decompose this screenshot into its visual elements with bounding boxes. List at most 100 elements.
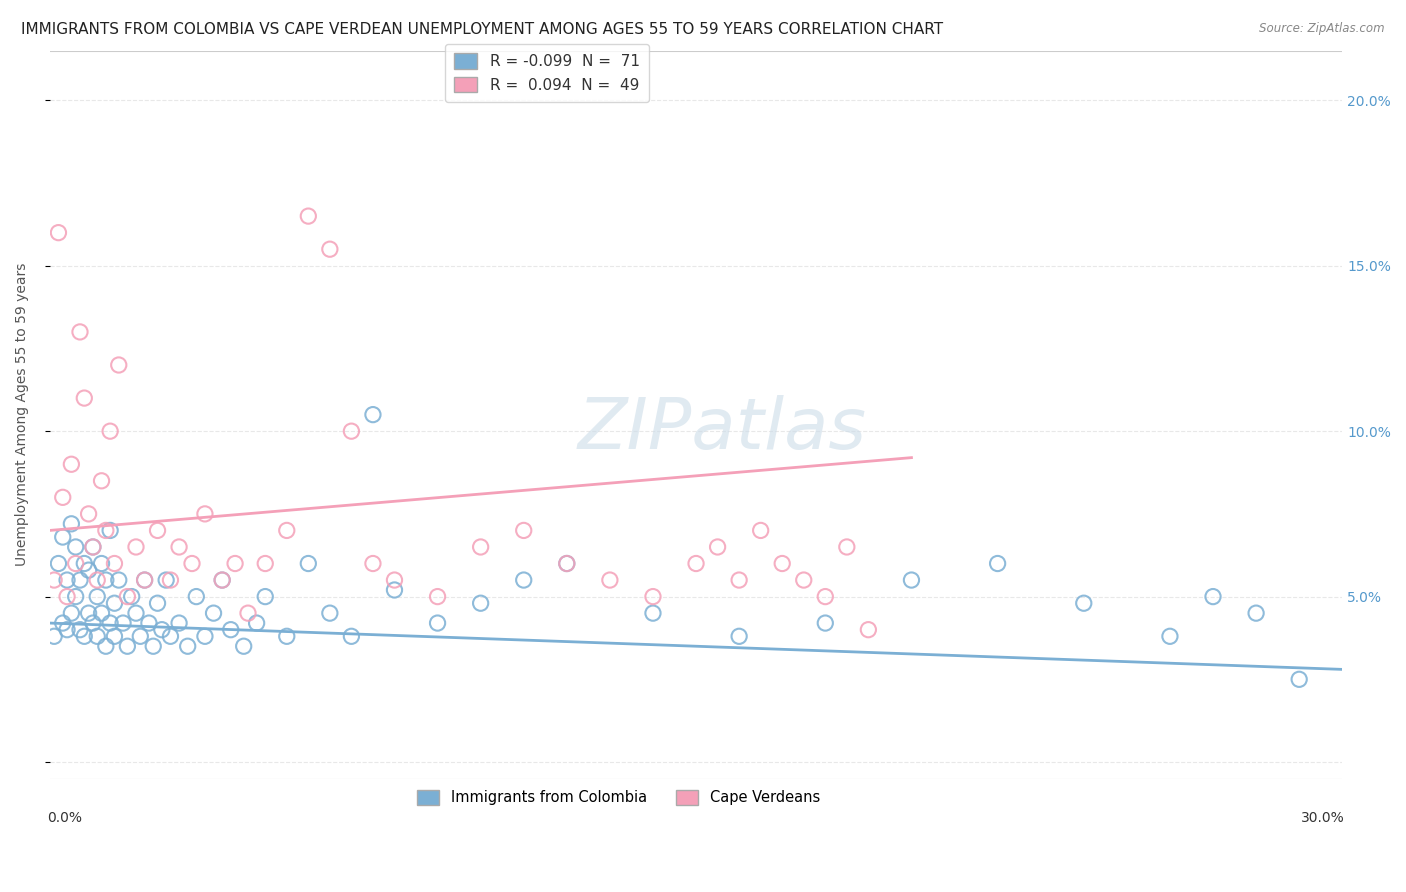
Point bbox=[121, 590, 143, 604]
Point bbox=[202, 606, 225, 620]
Point bbox=[117, 639, 139, 653]
Point bbox=[125, 540, 148, 554]
Point bbox=[706, 540, 728, 554]
Point bbox=[52, 491, 75, 505]
Point bbox=[146, 596, 169, 610]
Point bbox=[98, 616, 121, 631]
Point bbox=[194, 507, 217, 521]
Point bbox=[276, 629, 298, 643]
Point bbox=[52, 616, 75, 631]
Point bbox=[770, 557, 793, 571]
Point bbox=[73, 629, 96, 643]
Point bbox=[641, 590, 664, 604]
Point bbox=[86, 590, 108, 604]
Point bbox=[98, 424, 121, 438]
Point bbox=[858, 623, 880, 637]
Text: ZIPatlas: ZIPatlas bbox=[578, 394, 866, 464]
Point bbox=[60, 606, 83, 620]
Point bbox=[219, 623, 242, 637]
Point bbox=[728, 573, 751, 587]
Point bbox=[73, 391, 96, 405]
Point bbox=[155, 573, 177, 587]
Point bbox=[181, 557, 204, 571]
Point bbox=[749, 524, 772, 538]
Point bbox=[685, 557, 707, 571]
Point bbox=[56, 573, 79, 587]
Point bbox=[138, 616, 160, 631]
Point bbox=[793, 573, 815, 587]
Point bbox=[44, 573, 66, 587]
Point bbox=[641, 606, 664, 620]
Point bbox=[56, 590, 79, 604]
Point bbox=[186, 590, 208, 604]
Point bbox=[65, 590, 87, 604]
Point bbox=[384, 573, 406, 587]
Point bbox=[276, 524, 298, 538]
Point bbox=[69, 623, 91, 637]
Point bbox=[167, 616, 190, 631]
Point bbox=[254, 557, 277, 571]
Point bbox=[232, 639, 254, 653]
Point bbox=[194, 629, 217, 643]
Point bbox=[599, 573, 621, 587]
Point bbox=[69, 573, 91, 587]
Point bbox=[134, 573, 156, 587]
Point bbox=[1073, 596, 1095, 610]
Point bbox=[384, 582, 406, 597]
Point bbox=[129, 629, 152, 643]
Point bbox=[246, 616, 269, 631]
Point bbox=[159, 573, 181, 587]
Point bbox=[512, 573, 534, 587]
Point bbox=[73, 557, 96, 571]
Point bbox=[48, 226, 70, 240]
Point bbox=[103, 557, 125, 571]
Point bbox=[297, 209, 319, 223]
Text: IMMIGRANTS FROM COLOMBIA VS CAPE VERDEAN UNEMPLOYMENT AMONG AGES 55 TO 59 YEARS : IMMIGRANTS FROM COLOMBIA VS CAPE VERDEAN… bbox=[21, 22, 943, 37]
Point bbox=[60, 516, 83, 531]
Point bbox=[107, 573, 129, 587]
Point bbox=[90, 474, 112, 488]
Point bbox=[987, 557, 1010, 571]
Point bbox=[142, 639, 165, 653]
Point bbox=[117, 590, 139, 604]
Point bbox=[56, 623, 79, 637]
Legend: Immigrants from Colombia, Cape Verdeans: Immigrants from Colombia, Cape Verdeans bbox=[412, 784, 825, 812]
Text: 30.0%: 30.0% bbox=[1301, 812, 1346, 825]
Point bbox=[82, 540, 104, 554]
Point bbox=[52, 530, 75, 544]
Point bbox=[224, 557, 246, 571]
Point bbox=[98, 524, 121, 538]
Point bbox=[814, 590, 837, 604]
Point bbox=[150, 623, 173, 637]
Point bbox=[555, 557, 578, 571]
Point bbox=[90, 606, 112, 620]
Point bbox=[86, 629, 108, 643]
Point bbox=[297, 557, 319, 571]
Point bbox=[361, 408, 384, 422]
Point bbox=[69, 325, 91, 339]
Point bbox=[48, 557, 70, 571]
Point bbox=[125, 606, 148, 620]
Point bbox=[107, 358, 129, 372]
Text: 0.0%: 0.0% bbox=[48, 812, 82, 825]
Point bbox=[426, 590, 449, 604]
Point bbox=[211, 573, 233, 587]
Point bbox=[134, 573, 156, 587]
Text: Source: ZipAtlas.com: Source: ZipAtlas.com bbox=[1260, 22, 1385, 36]
Point bbox=[211, 573, 233, 587]
Point bbox=[340, 424, 363, 438]
Point bbox=[65, 540, 87, 554]
Point bbox=[159, 629, 181, 643]
Point bbox=[426, 616, 449, 631]
Point bbox=[82, 616, 104, 631]
Point bbox=[44, 629, 66, 643]
Point bbox=[94, 573, 117, 587]
Point bbox=[167, 540, 190, 554]
Point bbox=[103, 629, 125, 643]
Point bbox=[77, 563, 100, 577]
Point bbox=[77, 606, 100, 620]
Point bbox=[1159, 629, 1181, 643]
Point bbox=[103, 596, 125, 610]
Point bbox=[1244, 606, 1267, 620]
Point bbox=[512, 524, 534, 538]
